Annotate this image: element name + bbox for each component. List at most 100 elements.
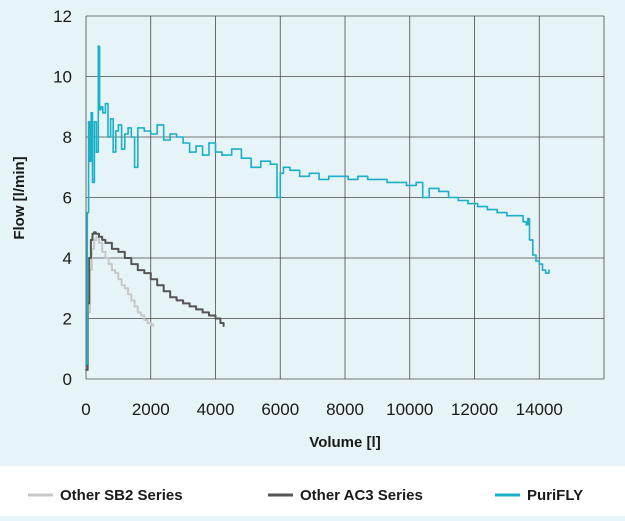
data-point [94,232,97,235]
data-point [279,172,282,175]
data-point [111,248,113,250]
data-point [149,133,152,135]
data-point [111,269,113,271]
data-point [127,127,129,129]
legend: Other SB2 Series Other AC3 Series PuriFLY [28,487,583,504]
data-point [99,105,102,108]
data-point [136,269,139,271]
data-point [347,178,350,181]
y-tick-label: 10 [53,68,72,87]
data-point [182,302,185,305]
data-point [175,299,178,302]
y-tick-label: 2 [63,310,72,329]
data-point [93,238,95,241]
data-point [327,175,330,178]
data-point [515,214,518,217]
data-point [421,196,424,199]
data-point [525,223,528,226]
data-point [289,169,291,172]
data-point [112,151,115,154]
x-tick-label: 14000 [516,400,563,419]
data-point [120,148,123,151]
data-point [120,284,123,287]
data-point [130,263,133,265]
data-point [505,214,508,217]
data-point [201,311,204,314]
x-tick-label: 8000 [326,400,364,419]
data-point [114,130,117,132]
data-point [240,157,243,160]
y-tick-label: 0 [63,370,72,389]
y-tick-label: 8 [63,128,72,147]
data-point [214,151,217,154]
data-point [98,241,100,244]
x-tick-label: 12000 [451,400,498,419]
data-point [130,299,133,302]
legend-label: Other AC3 Series [300,487,423,504]
data-point [114,272,117,275]
data-point [140,314,142,317]
data-point [101,251,104,253]
data-point [123,133,126,135]
data-point [219,322,222,324]
data-point [298,175,301,178]
data-point [107,136,109,138]
data-point [476,205,479,208]
data-point [175,136,178,138]
data-point [127,293,129,296]
y-tick-label: 4 [63,249,72,268]
data-point [337,175,340,178]
data-point [214,317,217,320]
data-point [97,45,100,48]
data-point [93,231,95,234]
series-line-1 [86,235,155,371]
data-point [259,160,262,163]
y-tick-label: 6 [63,189,72,208]
data-point [95,235,98,238]
data-point [188,305,191,308]
data-point [101,111,104,114]
data-point [98,235,100,238]
tick-layer: 0 2 4 6 8 10 12 0 2000 4000 6000 8000 10000 12000 1400… [53,7,563,419]
data-point [90,111,93,114]
x-tick-label: 6000 [261,400,299,419]
data-point [276,196,278,199]
data-point [538,263,541,265]
data-point [87,120,90,123]
data-point [86,211,89,214]
x-tick-label: 10000 [386,400,433,419]
data-point [541,269,544,271]
data-point [117,251,120,253]
data-point [195,308,197,311]
data-point [405,184,408,187]
data-point [182,142,185,144]
data-point [136,127,139,129]
series-line-3 [86,45,550,365]
y-tick-label: 12 [53,7,72,26]
data-point [386,181,388,184]
data-point [282,166,285,169]
data-point [98,108,101,111]
data-point [250,166,253,169]
data-point [162,139,165,141]
data-point [467,202,469,205]
data-point [130,136,133,138]
data-point [527,217,529,220]
data-point [133,305,136,308]
data-point [230,148,233,151]
data-point [85,369,87,371]
x-axis-title: Volume [l] [309,434,380,451]
data-point [149,323,152,326]
data-point [357,175,359,178]
data-point [437,190,440,193]
data-point [201,154,204,157]
y-axis-title: Flow [l/min] [11,156,28,239]
data-point [133,166,136,169]
data-point [146,322,149,324]
legend-background [0,466,625,516]
data-point [143,130,146,132]
data-point [123,287,126,290]
data-point [91,181,94,184]
